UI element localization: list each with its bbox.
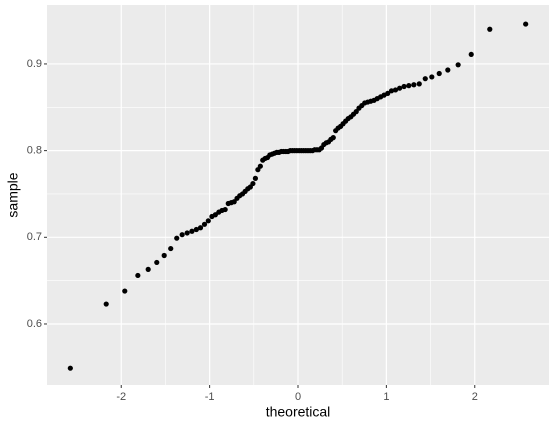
point (487, 26, 493, 32)
y-tick-label: 0.7 (27, 231, 42, 243)
point (250, 180, 256, 187)
point (523, 21, 529, 27)
point (145, 266, 151, 272)
point (122, 288, 128, 294)
point (154, 259, 160, 266)
point (257, 163, 263, 169)
point (416, 81, 422, 87)
point (436, 70, 442, 77)
point (429, 74, 435, 80)
x-tick-label: -2 (116, 391, 126, 403)
point (353, 109, 359, 115)
point (401, 83, 407, 90)
point (455, 62, 461, 68)
point (135, 272, 141, 279)
point (179, 232, 185, 238)
point (184, 230, 190, 236)
point (193, 226, 199, 233)
point (445, 67, 451, 73)
point (197, 225, 204, 231)
x-tick-label: -1 (205, 391, 215, 403)
point (392, 87, 399, 93)
point (406, 83, 412, 89)
point (385, 90, 391, 97)
point (174, 235, 180, 241)
point (422, 76, 428, 82)
x-tick-label: 1 (383, 391, 389, 403)
y-axis-title: sample (5, 172, 21, 217)
point (468, 51, 474, 58)
point (161, 252, 167, 259)
point (189, 228, 195, 234)
point (411, 82, 417, 88)
x-axis-title: theoretical (266, 404, 331, 420)
y-tick-label: 0.8 (27, 145, 42, 157)
point (330, 135, 336, 141)
point (67, 365, 73, 371)
y-tick-label: 0.9 (27, 58, 42, 70)
point (201, 221, 208, 227)
point (205, 218, 211, 224)
y-tick-label: 0.6 (27, 318, 42, 330)
point (252, 175, 259, 181)
x-tick-label: 2 (472, 391, 478, 403)
point (231, 199, 237, 205)
point (397, 85, 403, 91)
point (168, 245, 174, 252)
x-tick-label: 0 (295, 391, 301, 403)
point (103, 301, 109, 307)
point (388, 88, 395, 94)
point (222, 206, 228, 213)
